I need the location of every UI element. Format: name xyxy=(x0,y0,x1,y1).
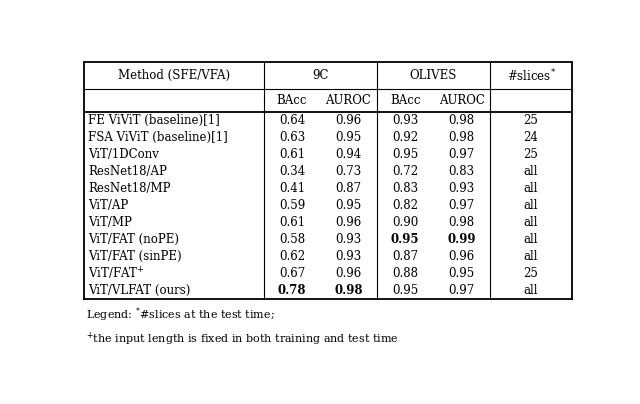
Text: 0.87: 0.87 xyxy=(335,182,362,195)
Text: BAcc: BAcc xyxy=(390,94,420,107)
Text: 0.98: 0.98 xyxy=(449,131,475,144)
Text: ViT/VLFAT (ours): ViT/VLFAT (ours) xyxy=(88,284,190,297)
Text: 0.96: 0.96 xyxy=(449,250,475,263)
Text: 0.97: 0.97 xyxy=(449,148,475,161)
Text: FSA ViViT (baseline)[1]: FSA ViViT (baseline)[1] xyxy=(88,131,228,144)
Text: 0.72: 0.72 xyxy=(392,165,418,178)
Text: 0.64: 0.64 xyxy=(279,114,305,127)
Text: $^{+}$the input length is fixed in both training and test time: $^{+}$the input length is fixed in both … xyxy=(86,331,399,348)
Text: 0.92: 0.92 xyxy=(392,131,418,144)
Text: #slices$^{*}$: #slices$^{*}$ xyxy=(506,67,556,84)
Text: 0.95: 0.95 xyxy=(392,148,418,161)
Text: 0.95: 0.95 xyxy=(335,131,362,144)
Text: 0.34: 0.34 xyxy=(279,165,305,178)
Text: 0.63: 0.63 xyxy=(279,131,305,144)
Text: 0.87: 0.87 xyxy=(392,250,418,263)
Text: AUROC: AUROC xyxy=(439,94,484,107)
Text: 0.96: 0.96 xyxy=(335,267,362,280)
Text: ViT/MP: ViT/MP xyxy=(88,216,132,229)
Text: AUROC: AUROC xyxy=(326,94,371,107)
Text: 0.62: 0.62 xyxy=(279,250,305,263)
Text: 0.98: 0.98 xyxy=(449,216,475,229)
Text: 0.61: 0.61 xyxy=(279,216,305,229)
Text: all: all xyxy=(524,199,538,212)
Text: 0.93: 0.93 xyxy=(449,182,475,195)
Text: 0.88: 0.88 xyxy=(392,267,418,280)
Text: 25: 25 xyxy=(524,267,538,280)
Text: 0.97: 0.97 xyxy=(449,284,475,297)
Text: all: all xyxy=(524,284,538,297)
Text: 0.98: 0.98 xyxy=(334,284,363,297)
Text: 0.67: 0.67 xyxy=(279,267,305,280)
Text: 0.95: 0.95 xyxy=(391,233,419,246)
Text: all: all xyxy=(524,216,538,229)
Text: 0.96: 0.96 xyxy=(335,216,362,229)
Text: 0.82: 0.82 xyxy=(392,199,418,212)
Text: 0.58: 0.58 xyxy=(279,233,305,246)
Text: 25: 25 xyxy=(524,148,538,161)
Text: all: all xyxy=(524,250,538,263)
Text: 0.61: 0.61 xyxy=(279,148,305,161)
Text: ViT/AP: ViT/AP xyxy=(88,199,128,212)
Text: ViT/FAT (sinPE): ViT/FAT (sinPE) xyxy=(88,250,182,263)
Text: 0.73: 0.73 xyxy=(335,165,362,178)
Text: 0.93: 0.93 xyxy=(335,233,362,246)
Text: BAcc: BAcc xyxy=(276,94,307,107)
Text: all: all xyxy=(524,233,538,246)
Text: ResNet18/AP: ResNet18/AP xyxy=(88,165,167,178)
Text: ViT/1DConv: ViT/1DConv xyxy=(88,148,159,161)
Text: 0.95: 0.95 xyxy=(392,284,418,297)
Text: 0.93: 0.93 xyxy=(392,114,418,127)
Text: 24: 24 xyxy=(524,131,538,144)
Text: 0.83: 0.83 xyxy=(392,182,418,195)
Text: Method (SFE/VFA): Method (SFE/VFA) xyxy=(118,69,230,82)
Text: 0.94: 0.94 xyxy=(335,148,362,161)
Text: Legend: $^{*}$#slices at the test time;: Legend: $^{*}$#slices at the test time; xyxy=(86,305,275,324)
Text: 0.83: 0.83 xyxy=(449,165,475,178)
Text: all: all xyxy=(524,165,538,178)
Text: 0.41: 0.41 xyxy=(279,182,305,195)
Text: 0.78: 0.78 xyxy=(278,284,306,297)
Text: 0.97: 0.97 xyxy=(449,199,475,212)
Text: 0.99: 0.99 xyxy=(447,233,476,246)
Text: FE ViViT (baseline)[1]: FE ViViT (baseline)[1] xyxy=(88,114,220,127)
Text: ViT/FAT$^{+}$: ViT/FAT$^{+}$ xyxy=(88,265,145,282)
Text: 0.90: 0.90 xyxy=(392,216,418,229)
Text: ViT/FAT (noPE): ViT/FAT (noPE) xyxy=(88,233,179,246)
Text: 0.95: 0.95 xyxy=(335,199,362,212)
Text: OLIVES: OLIVES xyxy=(410,69,457,82)
Text: ResNet18/MP: ResNet18/MP xyxy=(88,182,170,195)
Text: 0.98: 0.98 xyxy=(449,114,475,127)
Text: 0.93: 0.93 xyxy=(335,250,362,263)
Text: 0.95: 0.95 xyxy=(449,267,475,280)
Text: 9C: 9C xyxy=(312,69,328,82)
Text: all: all xyxy=(524,182,538,195)
Text: 0.96: 0.96 xyxy=(335,114,362,127)
Text: 0.59: 0.59 xyxy=(279,199,305,212)
Text: 25: 25 xyxy=(524,114,538,127)
